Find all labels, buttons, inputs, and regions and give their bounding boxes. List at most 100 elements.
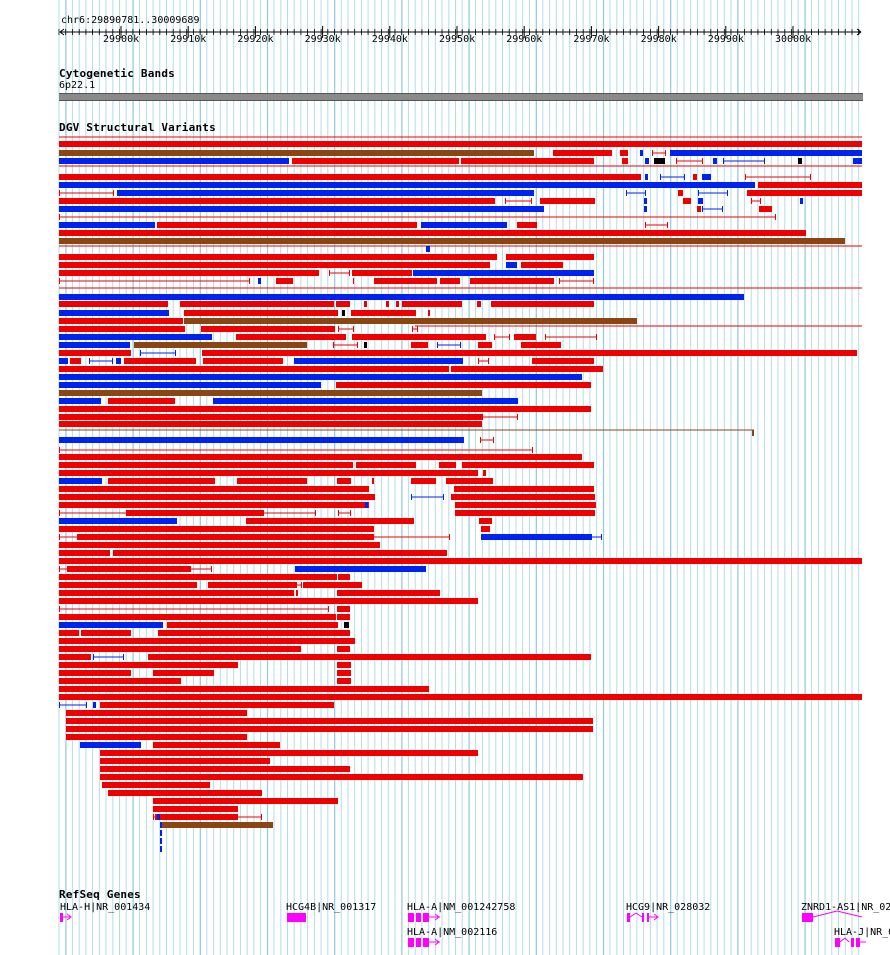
dgv-variant-bar	[292, 158, 459, 164]
refseq-track-title: RefSeq Genes	[59, 888, 141, 901]
dgv-variant-bar	[160, 822, 162, 828]
dgv-variant-bar	[157, 222, 417, 228]
dgv-variant-bar	[59, 462, 353, 468]
dgv-variant-bar	[167, 622, 338, 628]
coordinate-ruler[interactable]	[0, 24, 890, 48]
gene-label-hcg4b[interactable]: HCG4B|NR_001317	[286, 902, 377, 913]
dgv-variant-bar	[386, 301, 389, 307]
dgv-variant-bar	[59, 374, 582, 380]
gene-strand-arrow	[434, 938, 440, 946]
dgv-variant-bar	[80, 742, 141, 748]
dgv-variant-bar	[157, 814, 160, 820]
dgv-variant-bar	[153, 798, 338, 804]
dgv-variant-bar	[426, 246, 430, 252]
dgv-variant-bar	[59, 502, 369, 508]
dgv-variant-bar	[59, 158, 289, 164]
gene-intron	[812, 910, 838, 918]
cytoband-label: 6p22.1	[59, 80, 96, 91]
dgv-variant-bar	[337, 662, 351, 668]
dgv-variant-bar	[237, 478, 307, 484]
dgv-variant-bar	[213, 398, 518, 404]
dgv-variant-bar	[411, 478, 436, 484]
ruler-tick-label: 29950k	[439, 34, 476, 45]
ruler-position-label: chr6:29890781..30009689	[61, 15, 200, 26]
gene-exon	[287, 913, 306, 922]
dgv-variant-bar	[184, 318, 637, 324]
gene-strand-arrow	[66, 913, 72, 921]
dgv-variant-bar	[470, 278, 554, 284]
dgv-variant-bar	[124, 358, 196, 364]
dgv-variant-bar	[413, 270, 594, 276]
dgv-variant-bar	[113, 550, 447, 556]
dgv-variant-bar	[100, 702, 334, 708]
dgv-variant-bar	[353, 278, 354, 284]
gene-label-znrd1-as1[interactable]: ZNRD1-AS1|NR_02	[801, 902, 890, 913]
dgv-variant-bar	[59, 454, 582, 460]
dgv-variant-bar	[342, 310, 345, 316]
gene-exon	[642, 913, 644, 922]
dgv-variant-bar	[364, 301, 367, 307]
cytoband-bar[interactable]	[59, 93, 863, 101]
gene-exon	[423, 938, 429, 947]
gene-label-hla-a-2[interactable]: HLA-A|NM_002116	[407, 927, 498, 938]
gene-exon	[835, 938, 840, 947]
dgv-variant-bar	[59, 558, 862, 564]
dgv-variant-bar	[294, 358, 463, 364]
dgv-variant-bar	[352, 270, 412, 276]
dgv-variant-bar	[678, 190, 683, 196]
ruler-tick-label: 30000k	[775, 34, 812, 45]
gene-exon	[408, 913, 414, 922]
dgv-variant-bar	[59, 262, 490, 268]
dgv-variant-bar	[59, 358, 68, 364]
dgv-variant-bar	[81, 630, 131, 636]
dgv-variant-bar	[645, 158, 649, 164]
gene-exon	[851, 938, 854, 947]
dgv-variant-bar	[59, 254, 497, 260]
dgv-variant-bar	[336, 301, 350, 307]
dgv-variant-bar	[59, 582, 197, 588]
gene-strand-arrow	[434, 913, 440, 921]
dgv-variant-bar	[108, 790, 262, 796]
dgv-variant-bar	[521, 262, 563, 268]
dgv-variant-bar	[451, 366, 603, 372]
dgv-variant-bar	[303, 582, 362, 588]
dgv-variant-bar	[59, 342, 130, 348]
dgv-variant-bar	[59, 414, 482, 420]
dgv-variant-bar	[59, 318, 183, 324]
ruler-tick-label: 29990k	[707, 34, 744, 45]
dgv-variant-bar	[477, 301, 481, 307]
dgv-variant-bar	[338, 574, 350, 580]
dgv-variant-bar	[411, 342, 428, 348]
dgv-variant-bar	[491, 301, 594, 307]
dgv-variant-bar	[66, 718, 593, 724]
dgv-variant-bar	[752, 430, 754, 436]
dgv-variant-bar	[640, 150, 643, 156]
dgv-variant-bar	[800, 198, 803, 204]
ruler-tick-label: 29940k	[371, 34, 408, 45]
dgv-variant-bar	[421, 222, 507, 228]
dgv-variant-bar	[670, 150, 862, 156]
cytobands-track-title: Cytogenetic Bands	[59, 67, 175, 80]
dgv-variant-bar	[59, 598, 478, 604]
dgv-variant-bar	[59, 150, 534, 156]
dgv-variant-bar	[483, 470, 486, 476]
dgv-variant-bar	[59, 662, 238, 668]
gene-label-hla-j[interactable]: HLA-J|NR_0	[834, 927, 890, 938]
gene-label-hcg9[interactable]: HCG9|NR_028032	[626, 902, 711, 913]
dgv-variant-bar	[59, 382, 321, 388]
dgv-variant-bar	[59, 326, 185, 332]
dgv-variant-bar	[455, 502, 596, 508]
gene-label-hla-h[interactable]: HLA-H|NR_001434	[60, 902, 151, 913]
dgv-variant-bar	[59, 310, 169, 316]
dgv-variant-bar	[59, 686, 429, 692]
gene-exon	[416, 913, 421, 922]
gene-label-hla-a-1[interactable]: HLA-A|NM_001242758	[407, 902, 516, 913]
dgv-variant-bar	[59, 694, 862, 700]
ruler-tick-label: 29980k	[640, 34, 677, 45]
dgv-variant-bar	[402, 301, 462, 307]
dgv-variant-bar	[59, 198, 495, 204]
dgv-variant-bar	[153, 670, 214, 676]
